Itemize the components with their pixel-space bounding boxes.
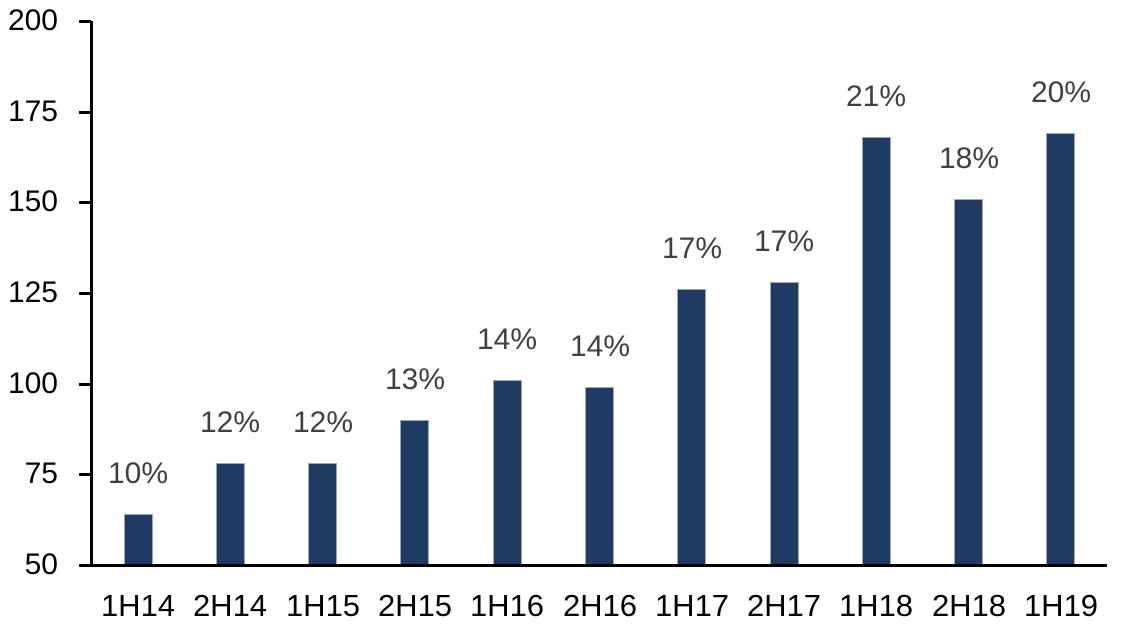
y-axis-line (90, 21, 93, 567)
x-category-label: 1H17 (654, 588, 730, 623)
y-tick-mark (79, 382, 91, 386)
bar-data-label: 13% (384, 363, 446, 396)
x-category-label: 1H16 (469, 588, 545, 623)
bar-data-label: 17% (661, 232, 723, 265)
bar-2H16 (585, 387, 614, 566)
bar-2H18 (954, 199, 983, 566)
x-category-label: 1H15 (285, 588, 361, 623)
bar-data-label: 18% (938, 142, 1000, 175)
bar-data-label: 17% (753, 225, 815, 258)
bar-2H17 (770, 282, 799, 566)
x-category-label: 1H19 (1023, 588, 1099, 623)
bar-1H15 (308, 463, 337, 566)
y-tick-mark (79, 473, 91, 477)
y-tick-label: 75 (24, 457, 58, 491)
x-category-label: 1H14 (100, 588, 176, 623)
bar-2H15 (400, 420, 429, 566)
y-tick-mark (79, 292, 91, 295)
bar-1H17 (677, 289, 706, 566)
bar-data-label: 14% (476, 323, 538, 356)
x-category-label: 2H14 (192, 588, 268, 623)
bar-1H18 (862, 137, 891, 566)
bar-1H16 (493, 380, 522, 566)
bar-data-label: 12% (199, 406, 261, 439)
y-tick-label: 100 (7, 366, 58, 400)
y-tick-label: 50 (24, 548, 58, 581)
bar-data-label: 10% (107, 457, 169, 490)
y-tick-label: 175 (7, 94, 58, 128)
y-tick-label: 150 (7, 185, 58, 219)
bar-1H19 (1046, 133, 1075, 566)
y-tick-label: 125 (7, 276, 58, 309)
y-tick-mark (79, 110, 91, 114)
x-category-label: 1H18 (838, 588, 914, 623)
y-tick-mark (79, 20, 91, 23)
x-category-label: 2H17 (746, 588, 822, 623)
bar-data-label: 20% (1030, 76, 1092, 109)
bar-data-label: 21% (845, 80, 907, 113)
y-tick-label: 200 (7, 4, 58, 37)
x-category-label: 2H15 (377, 588, 453, 623)
bar-2H14 (216, 463, 245, 566)
bar-data-label: 14% (569, 330, 631, 363)
y-tick-mark (79, 201, 91, 205)
x-axis-line (79, 564, 1107, 567)
x-category-label: 2H16 (562, 588, 638, 623)
x-category-label: 2H18 (931, 588, 1007, 623)
bar-data-label: 12% (292, 406, 354, 439)
bar-1H14 (124, 514, 153, 566)
